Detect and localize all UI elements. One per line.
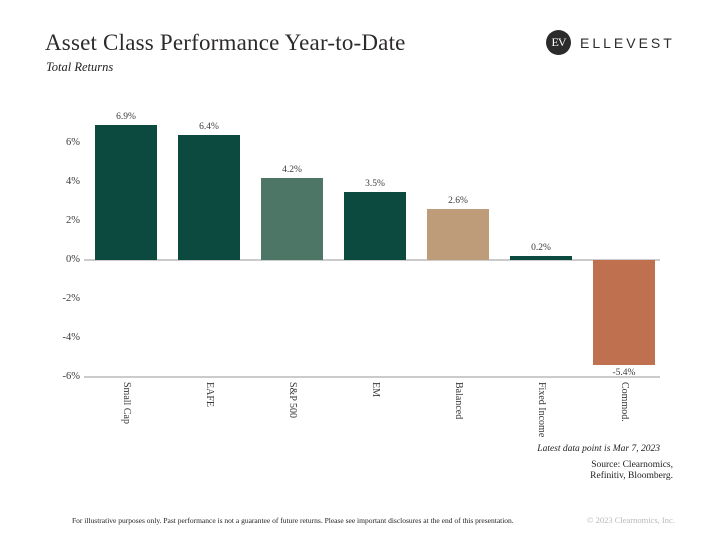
bar-small-cap (95, 125, 157, 260)
bar-value-label: 3.5% (365, 178, 385, 189)
x-axis-label-small-cap: Small Cap (121, 381, 132, 424)
y-axis-tick-label: 6% (66, 137, 80, 149)
bar-fixed-income (510, 255, 572, 260)
bar-balanced (427, 209, 489, 260)
disclaimer-text: For illustrative purposes only. Past per… (72, 516, 514, 525)
bar-value-label: 2.6% (448, 196, 468, 207)
bar-value-label: 0.2% (531, 242, 551, 253)
source-note: Source: Clearnomics, Refinitiv, Bloomber… (590, 460, 673, 482)
bar-em (344, 191, 406, 260)
y-axis-tick-label: 0% (66, 254, 80, 266)
copyright-text: © 2023 Clearnomics, Inc. (587, 515, 675, 525)
bar-s-p-500 (261, 177, 323, 260)
bar-value-label: 6.4% (199, 122, 219, 132)
y-axis-tick-label: -6% (62, 371, 81, 383)
x-axis-label-s-p-500: S&P 500 (287, 381, 298, 418)
source-line-1: Source: Clearnomics, (591, 460, 673, 470)
bar-value-label: 6.9% (116, 112, 136, 123)
latest-data-note: Latest data point is Mar 7, 2023 (537, 444, 660, 454)
ellevest-monogram-icon: EV (546, 30, 571, 55)
chart-subtitle: Total Returns (46, 60, 114, 74)
y-axis-tick-label: -2% (62, 293, 81, 305)
x-axis-label-fixed-income: Fixed Income (536, 381, 547, 438)
bar-commod (593, 259, 655, 366)
y-axis-tick-label: 2% (66, 215, 80, 227)
x-axis-label-eafe: EAFE (204, 381, 215, 407)
baseline-gridline (84, 375, 660, 378)
y-axis-tick-label: 4% (66, 176, 80, 188)
ellevest-wordmark: ELLEVEST (580, 34, 675, 51)
bar-eafe (178, 135, 240, 260)
bar-value-label: -5.4% (612, 368, 636, 379)
zero-gridline (84, 258, 660, 261)
bar-value-label: 4.2% (282, 164, 302, 175)
ellevest-logo: EV ELLEVEST (546, 30, 675, 55)
chart-title: Asset Class Performance Year-to-Date (45, 30, 406, 55)
source-line-2: Refinitiv, Bloomberg. (590, 471, 673, 481)
x-axis-label-em: EM (370, 381, 381, 397)
x-axis-label-commod: Commod. (619, 381, 630, 422)
x-axis-label-balanced: Balanced (453, 381, 464, 419)
y-axis-tick-label: -4% (62, 332, 81, 344)
